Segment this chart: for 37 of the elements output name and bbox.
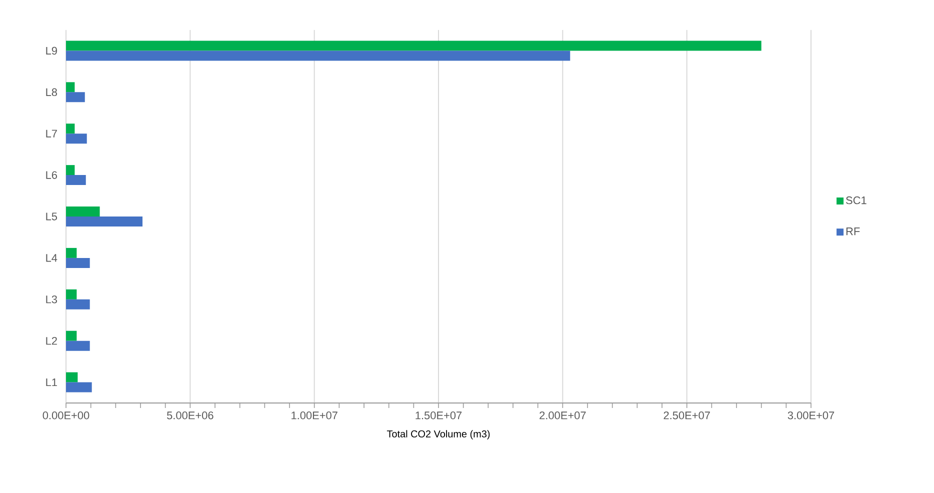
bar: [66, 372, 78, 382]
bar: [66, 258, 90, 268]
bar: [66, 248, 77, 258]
legend-label: RF: [846, 228, 860, 236]
x-tick-label: 1.50E+07: [416, 412, 462, 420]
y-tick-label: L6: [46, 171, 57, 179]
x-tick-label: 0.00E+00: [42, 412, 90, 420]
bar: [66, 289, 77, 300]
x-tick-label: 2.00E+07: [540, 412, 586, 420]
bar: [66, 82, 75, 92]
bar: [66, 165, 75, 176]
y-tick-label: L9: [46, 46, 57, 55]
bar: [66, 330, 77, 341]
x-tick-label: 1.00E+07: [292, 412, 338, 420]
bar: [66, 340, 90, 351]
y-tick-label: L3: [46, 296, 57, 304]
y-tick-label: L2: [46, 337, 57, 345]
x-tick-label: 3.00E+07: [788, 412, 834, 420]
y-tick-label: L8: [46, 88, 57, 96]
y-tick-label: L1: [46, 378, 57, 386]
bar: [66, 124, 75, 134]
bar: [66, 216, 142, 227]
bar: [66, 92, 85, 102]
x-tick-label: 2.50E+07: [664, 412, 710, 420]
bar: [66, 206, 100, 217]
y-tick-label: L7: [46, 130, 57, 138]
bar: [66, 134, 87, 144]
bar: [66, 40, 762, 51]
x-tick-label: 5.00E+06: [166, 412, 214, 420]
y-tick-label: L5: [46, 212, 58, 220]
bar: [66, 50, 570, 61]
x-axis-title: Total CO2 Volume (m3): [386, 430, 490, 440]
bar: [66, 175, 86, 186]
legend-label: SC1: [846, 196, 866, 204]
bar: [66, 382, 92, 392]
y-tick-label: L4: [46, 254, 58, 262]
bar: [66, 299, 90, 310]
